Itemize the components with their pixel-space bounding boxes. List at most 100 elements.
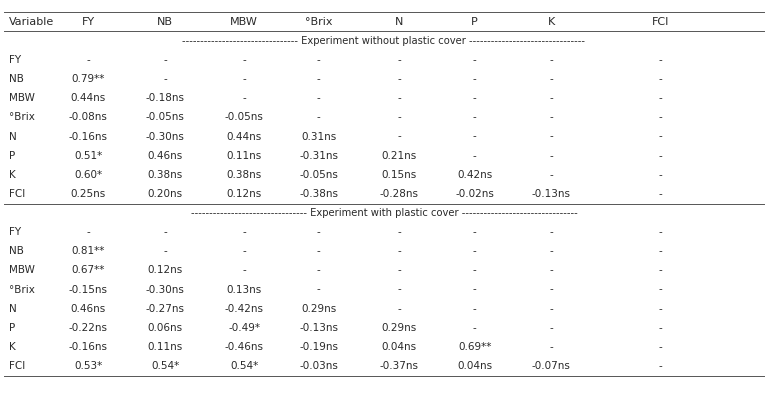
- Text: K: K: [9, 170, 16, 180]
- Text: 0.38ns: 0.38ns: [147, 170, 183, 180]
- Text: -: -: [87, 227, 90, 237]
- Text: N: N: [9, 131, 17, 142]
- Text: -: -: [659, 189, 662, 199]
- Text: 0.53*: 0.53*: [74, 361, 102, 371]
- Text: -: -: [317, 74, 320, 84]
- Text: 0.79**: 0.79**: [71, 74, 105, 84]
- Text: FY: FY: [9, 227, 22, 237]
- Text: 0.11ns: 0.11ns: [227, 151, 262, 161]
- Text: NB: NB: [9, 74, 24, 84]
- Text: FCI: FCI: [9, 361, 25, 371]
- Text: -: -: [550, 284, 553, 295]
- Text: -: -: [398, 246, 401, 256]
- Text: -: -: [659, 55, 662, 65]
- Text: -: -: [550, 74, 553, 84]
- Text: -: -: [473, 74, 476, 84]
- Text: -0.22ns: -0.22ns: [69, 323, 108, 333]
- Text: -: -: [550, 170, 553, 180]
- Text: K: K: [9, 342, 16, 352]
- Text: 0.12ns: 0.12ns: [227, 189, 262, 199]
- Text: -: -: [550, 131, 553, 142]
- Text: -: -: [243, 265, 246, 276]
- Text: -: -: [243, 93, 246, 103]
- Text: -: -: [317, 55, 320, 65]
- Text: -0.19ns: -0.19ns: [300, 342, 338, 352]
- Text: 0.60*: 0.60*: [74, 170, 102, 180]
- Text: -0.07ns: -0.07ns: [532, 361, 571, 371]
- Text: -: -: [473, 93, 476, 103]
- Text: -: -: [550, 246, 553, 256]
- Text: -: -: [317, 265, 320, 276]
- Text: -: -: [473, 227, 476, 237]
- Text: -: -: [473, 55, 476, 65]
- Text: FY: FY: [9, 55, 22, 65]
- Text: -: -: [473, 323, 476, 333]
- Text: -: -: [317, 93, 320, 103]
- Text: -------------------------------- Experiment without plastic cover --------------: -------------------------------- Experim…: [183, 36, 585, 46]
- Text: -: -: [659, 342, 662, 352]
- Text: -: -: [317, 284, 320, 295]
- Text: 0.67**: 0.67**: [71, 265, 105, 276]
- Text: 0.06ns: 0.06ns: [147, 323, 183, 333]
- Text: -0.13ns: -0.13ns: [300, 323, 338, 333]
- Text: 0.81**: 0.81**: [71, 246, 105, 256]
- Text: -: -: [659, 323, 662, 333]
- Text: 0.44ns: 0.44ns: [71, 93, 106, 103]
- Text: -: -: [659, 304, 662, 314]
- Text: -: -: [550, 323, 553, 333]
- Text: P: P: [9, 151, 15, 161]
- Text: -: -: [550, 227, 553, 237]
- Text: MBW: MBW: [230, 17, 258, 27]
- Text: 0.04ns: 0.04ns: [457, 361, 492, 371]
- Text: 0.54*: 0.54*: [151, 361, 179, 371]
- Text: -: -: [317, 112, 320, 123]
- Text: -: -: [243, 55, 246, 65]
- Text: FCI: FCI: [9, 189, 25, 199]
- Text: 0.20ns: 0.20ns: [147, 189, 183, 199]
- Text: -: -: [550, 93, 553, 103]
- Text: -: -: [164, 227, 167, 237]
- Text: -: -: [164, 246, 167, 256]
- Text: -: -: [550, 304, 553, 314]
- Text: -: -: [243, 246, 246, 256]
- Text: 0.44ns: 0.44ns: [227, 131, 262, 142]
- Text: -: -: [659, 74, 662, 84]
- Text: 0.46ns: 0.46ns: [147, 151, 183, 161]
- Text: 0.12ns: 0.12ns: [147, 265, 183, 276]
- Text: -: -: [659, 284, 662, 295]
- Text: -0.05ns: -0.05ns: [225, 112, 263, 123]
- Text: -0.27ns: -0.27ns: [146, 304, 184, 314]
- Text: -0.37ns: -0.37ns: [380, 361, 419, 371]
- Text: -: -: [473, 112, 476, 123]
- Text: -------------------------------- Experiment with plastic cover -----------------: -------------------------------- Experim…: [190, 208, 578, 218]
- Text: -: -: [659, 265, 662, 276]
- Text: -0.08ns: -0.08ns: [69, 112, 108, 123]
- Text: -: -: [659, 170, 662, 180]
- Text: -: -: [164, 74, 167, 84]
- Text: -: -: [473, 151, 476, 161]
- Text: P: P: [472, 17, 478, 27]
- Text: -: -: [398, 284, 401, 295]
- Text: 0.42ns: 0.42ns: [457, 170, 492, 180]
- Text: 0.25ns: 0.25ns: [71, 189, 106, 199]
- Text: -: -: [659, 246, 662, 256]
- Text: -: -: [550, 151, 553, 161]
- Text: -: -: [398, 112, 401, 123]
- Text: -: -: [659, 151, 662, 161]
- Text: -0.15ns: -0.15ns: [69, 284, 108, 295]
- Text: -0.03ns: -0.03ns: [300, 361, 338, 371]
- Text: Variable: Variable: [9, 17, 55, 27]
- Text: N: N: [9, 304, 17, 314]
- Text: FCI: FCI: [652, 17, 669, 27]
- Text: -0.46ns: -0.46ns: [225, 342, 263, 352]
- Text: -0.05ns: -0.05ns: [146, 112, 184, 123]
- Text: -: -: [473, 284, 476, 295]
- Text: -0.02ns: -0.02ns: [455, 189, 494, 199]
- Text: MBW: MBW: [9, 265, 35, 276]
- Text: NB: NB: [157, 17, 173, 27]
- Text: -: -: [473, 265, 476, 276]
- Text: -: -: [473, 131, 476, 142]
- Text: -0.16ns: -0.16ns: [69, 342, 108, 352]
- Text: -: -: [550, 55, 553, 65]
- Text: -: -: [659, 131, 662, 142]
